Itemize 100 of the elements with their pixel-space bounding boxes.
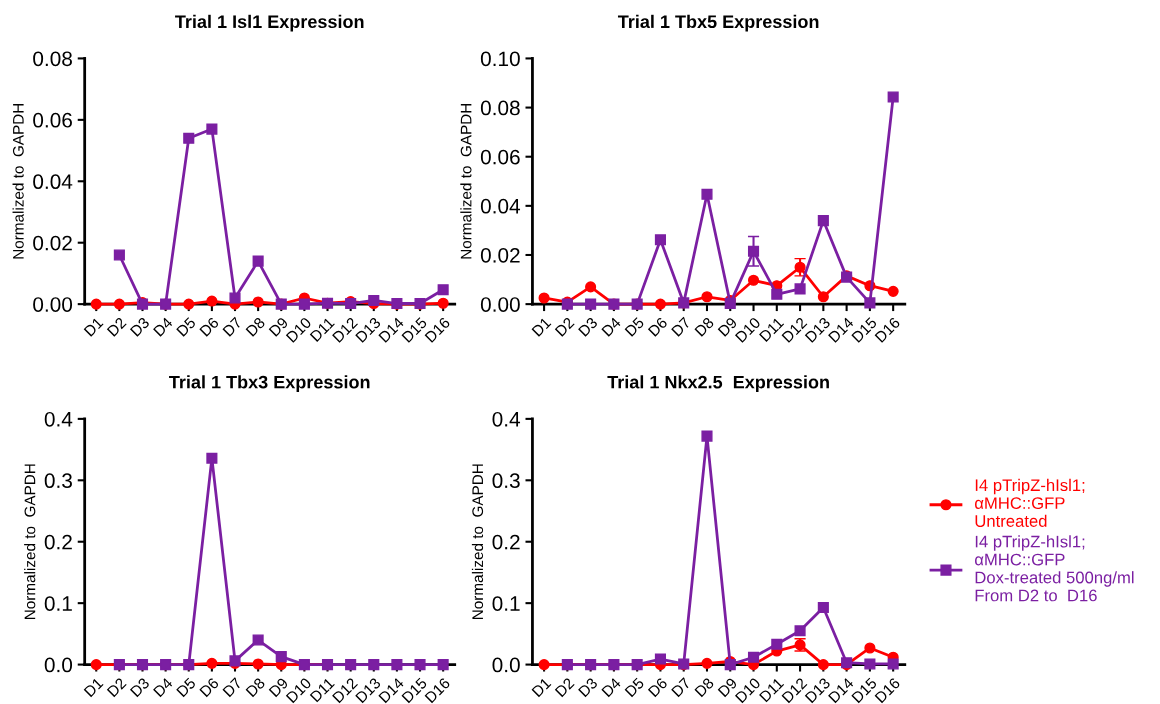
point (701, 291, 713, 303)
point (585, 281, 597, 293)
point (368, 294, 380, 306)
point (794, 625, 806, 637)
point (817, 601, 829, 614)
x-tick-label: D6 (647, 316, 668, 337)
x-tick-label: D7 (671, 316, 691, 337)
point (864, 642, 876, 654)
point (747, 651, 760, 663)
x-tick-label: D16 (424, 316, 451, 343)
point (794, 283, 806, 295)
point (206, 123, 218, 135)
x-tick-label: D1 (83, 316, 104, 337)
point (864, 658, 876, 670)
point (437, 297, 449, 309)
x-tick-label: D6 (647, 677, 668, 698)
y-axis-title: Normalized to GAPDH (460, 103, 472, 259)
x-tick-label: D13 (804, 677, 831, 704)
point (183, 132, 195, 144)
x-tick-label: D3 (577, 316, 599, 337)
point (817, 215, 829, 227)
point (90, 298, 102, 310)
x-tick-label: D4 (601, 316, 622, 337)
y-tick-label: 0.02 (480, 247, 520, 263)
y-tick-label: 0.1 (492, 596, 520, 611)
x-tick-label: D7 (671, 677, 691, 698)
y-tick-label: 0.4 (492, 411, 521, 427)
point (724, 659, 736, 671)
point (771, 638, 783, 650)
x-tick-label: D16 (874, 677, 901, 704)
point (585, 298, 597, 310)
point (252, 658, 264, 670)
x-tick-label: D3 (129, 677, 150, 698)
x-tick-label: D6 (199, 677, 220, 698)
y-tick-label: 0.08 (480, 100, 520, 116)
y-tick-label: 0.04 (33, 174, 73, 190)
point (113, 249, 125, 261)
point (229, 292, 241, 304)
chart-title: Trial 1 Tbx3 Expression (169, 375, 370, 393)
y-tick-label: 0.06 (480, 149, 520, 165)
x-tick-label: D13 (804, 316, 831, 343)
point (701, 188, 713, 200)
x-tick-label: D8 (694, 677, 715, 698)
chart-title: Trial 1 Nkx2.5 Expression (607, 375, 829, 393)
point (701, 430, 713, 442)
x-tick-label: D8 (245, 677, 266, 698)
point (437, 659, 449, 671)
point (864, 297, 876, 309)
point (747, 245, 760, 257)
point (654, 653, 666, 665)
point (747, 274, 760, 286)
chart-title: Trial 1 Tbx5 Expression (617, 14, 819, 32)
point (206, 295, 218, 307)
point (437, 284, 449, 296)
point (298, 298, 310, 310)
x-tick-label: D10 (285, 677, 312, 704)
chart-title: Trial 1 Isl1 Expression (175, 14, 364, 32)
y-tick-label: 0.02 (33, 235, 72, 251)
y-tick-label: 0.00 (480, 297, 520, 312)
point (771, 288, 783, 300)
x-tick-label: D5 (624, 316, 645, 337)
x-tick-label: D6 (199, 316, 220, 337)
point (887, 658, 899, 670)
point (252, 255, 264, 267)
x-tick-label: D5 (624, 677, 645, 698)
x-tick-label: D10 (285, 316, 312, 343)
point (275, 651, 287, 663)
y-axis-title: Normalized to GAPDH (471, 464, 484, 620)
point (90, 659, 102, 671)
x-tick-label: D5 (176, 677, 197, 698)
x-tick-label: D3 (577, 677, 599, 698)
x-tick-label: D3 (129, 316, 150, 337)
point (654, 234, 666, 246)
x-tick-label: D8 (245, 316, 266, 337)
y-tick-label: 0.2 (492, 534, 520, 550)
point (252, 296, 264, 308)
y-tick-label: 0.08 (33, 51, 72, 67)
x-tick-label: D1 (531, 316, 552, 337)
point (183, 298, 195, 310)
x-tick-label: D16 (424, 677, 451, 704)
x-tick-label: D2 (106, 677, 127, 698)
point (654, 298, 666, 310)
point (113, 298, 125, 310)
y-tick-label: 0.3 (44, 473, 72, 489)
x-tick-label: D1 (83, 677, 104, 698)
y-tick-label: 0.2 (44, 534, 72, 550)
y-tick-label: 0.10 (480, 51, 520, 67)
point (887, 91, 899, 103)
point (538, 659, 550, 671)
x-tick-label: D8 (694, 316, 715, 337)
point (368, 659, 380, 671)
x-tick-label: D4 (601, 677, 622, 698)
y-tick-label: 0.00 (33, 297, 73, 312)
point (701, 657, 713, 669)
point (887, 285, 899, 297)
point (817, 659, 829, 671)
y-tick-label: 0.1 (44, 596, 72, 611)
point (817, 291, 829, 303)
x-tick-label: D1 (531, 677, 552, 698)
point (391, 659, 403, 671)
